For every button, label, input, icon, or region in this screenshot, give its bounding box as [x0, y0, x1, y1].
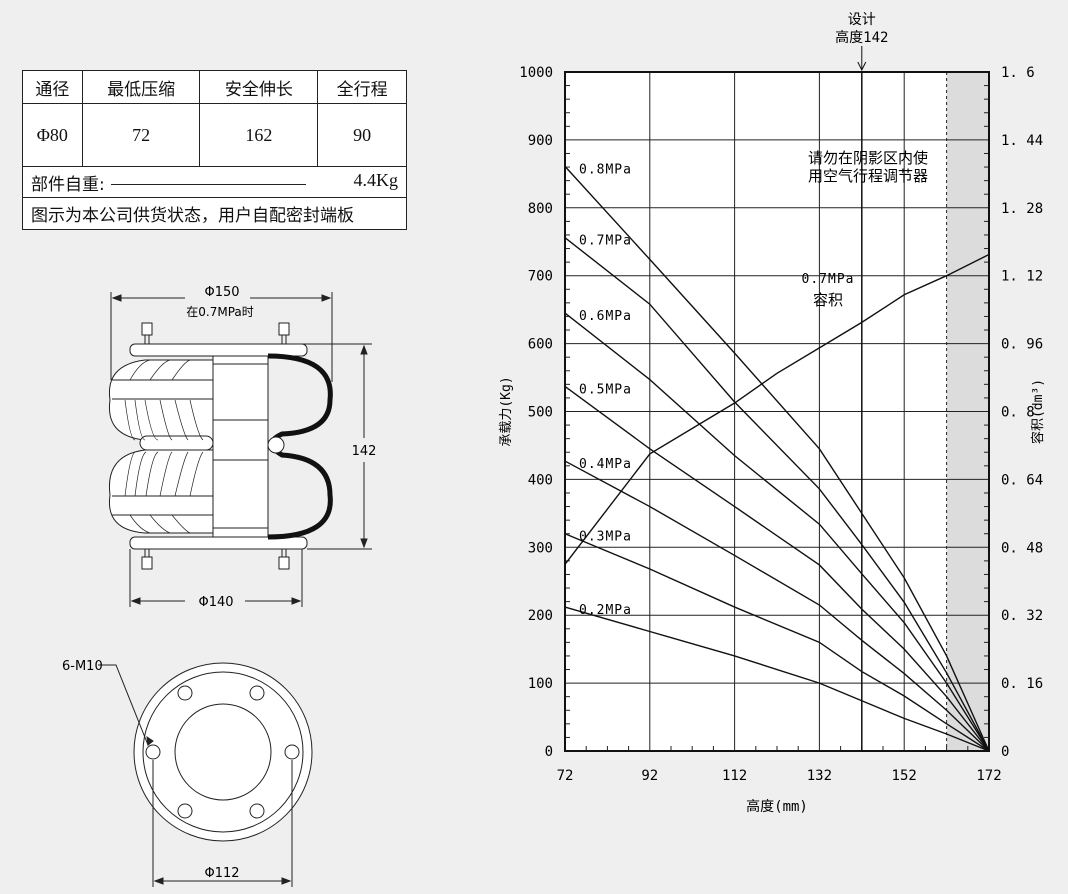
series-label: 0.7MPa	[579, 234, 632, 249]
design-height-label-2: 高度142	[835, 29, 888, 46]
y2-tick-label: 0. 16	[1001, 676, 1043, 692]
x-tick-label: 92	[641, 768, 658, 784]
value-bore: Φ80	[22, 103, 83, 167]
weight-value: 4.4Kg	[353, 169, 399, 190]
volume-line	[564, 253, 990, 565]
shaded-note-1: 请勿在阴影区内使	[808, 149, 928, 167]
y2-tick-label: 1. 44	[1001, 133, 1043, 149]
y-tick-label: 100	[528, 676, 553, 692]
series-line-0.5MPa	[564, 385, 990, 752]
y-tick-label: 400	[528, 472, 553, 488]
x-tick-label: 112	[722, 768, 747, 784]
series-label: 0.2MPa	[579, 603, 632, 618]
y-tick-label: 700	[528, 269, 553, 285]
y-tick-label: 200	[528, 608, 553, 624]
bellows-plan-drawing	[98, 662, 313, 887]
leader-line	[110, 184, 306, 185]
y2-tick-label: 1. 12	[1001, 269, 1043, 285]
y2-tick-label: 1. 6	[1001, 65, 1035, 81]
spec-table: 通径 最低压缩 安全伸长 全行程 Φ80 72 162 90 部件自重: 4.4K…	[22, 70, 407, 230]
x-tick-label: 172	[976, 768, 1001, 784]
dim-bottom-label: Φ140	[198, 595, 233, 610]
header-bore: 通径	[22, 70, 83, 104]
y-tick-label: 300	[528, 540, 553, 556]
x-tick-label: 132	[807, 768, 832, 784]
y2-tick-label: 1. 28	[1001, 201, 1043, 217]
load-height-chart: 0 100 200 300 400 500 600 700 800 900 1000 0 0. 16 0.…	[499, 12, 1046, 815]
design-height-label-1: 设计	[848, 12, 876, 28]
dim-height-label: 142	[352, 444, 377, 459]
dim-top-label: Φ150	[204, 285, 239, 300]
volume-label-2: 容积	[813, 291, 843, 309]
series-line-0.6MPa	[564, 312, 990, 752]
header-safe-extension: 安全伸长	[199, 70, 319, 104]
y2-tick-label: 0. 32	[1001, 608, 1043, 624]
series-label: 0.8MPa	[579, 162, 632, 177]
y-tick-label: 500	[528, 405, 553, 421]
bolt-label: 6-M10	[62, 659, 103, 674]
x-axis-title: 高度(mm)	[746, 798, 808, 815]
series-label: 0.6MPa	[579, 309, 632, 324]
value-safe-extension: 162	[199, 103, 319, 167]
series-label: 0.4MPa	[579, 457, 632, 472]
dim-top-note: 在0.7MPa时	[186, 305, 254, 319]
series-line-0.8MPa	[564, 165, 990, 752]
spec-header-row: 通径 最低压缩 安全伸长 全行程	[22, 70, 407, 104]
y-tick-label: 600	[528, 337, 553, 353]
arrow-head-icon	[857, 61, 867, 72]
series-label: 0.5MPa	[579, 382, 632, 397]
y-tick-label: 1000	[519, 65, 553, 81]
bellows-side-drawing: Φ150 在0.7MPa时 142 Φ140 6-M10 Φ112	[62, 285, 377, 887]
y2-tick-label: 0. 64	[1001, 472, 1043, 488]
y2-tick-label: 0	[1001, 744, 1009, 760]
y2-tick-label: 0. 96	[1001, 337, 1043, 353]
x-tick-label: 152	[892, 768, 917, 784]
dim-bolt-circle: Φ112	[204, 866, 239, 881]
spec-value-row: Φ80 72 162 90	[22, 103, 407, 167]
y-tick-label: 800	[528, 201, 553, 217]
shaded-note-2: 用空气行程调节器	[808, 167, 928, 185]
weight-label: 部件自重:	[31, 174, 105, 195]
x-tick-label: 72	[557, 768, 574, 784]
y2-tick-label: 0. 48	[1001, 540, 1043, 556]
series-line-0.7MPa	[564, 237, 990, 752]
y-tick-label: 0	[545, 744, 553, 760]
y-tick-label: 900	[528, 133, 553, 149]
y2-axis-title: 容积(dm³)	[1030, 379, 1046, 444]
series-line-0.3MPa	[564, 533, 990, 752]
series-line-0.4MPa	[564, 460, 990, 752]
volume-label-1: 0.7MPa	[802, 272, 855, 287]
value-min-compression: 72	[81, 103, 201, 167]
series-line-0.2MPa	[564, 606, 990, 752]
weight-row: 部件自重: 4.4Kg	[22, 166, 407, 198]
series-label: 0.3MPa	[579, 530, 632, 545]
header-min-compression: 最低压缩	[81, 70, 201, 104]
y-axis-title: 承载力(Kg)	[499, 376, 514, 446]
y2-tick-label: 0. 8	[1001, 405, 1035, 421]
supply-note: 图示为本公司供货状态，用户自配密封端板	[22, 197, 407, 230]
note-row: 图示为本公司供货状态，用户自配密封端板	[22, 197, 407, 230]
plot-border	[564, 71, 990, 752]
